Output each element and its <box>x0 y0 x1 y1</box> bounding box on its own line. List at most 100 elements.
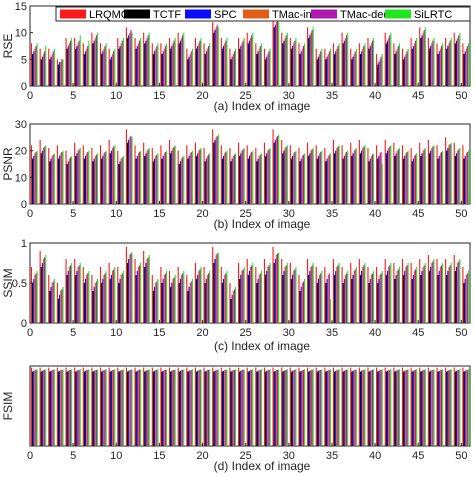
bar-tmac-inc-22 <box>215 370 217 446</box>
bar-lrqmc-12 <box>125 247 127 323</box>
bar-tmac-dec-34 <box>320 51 322 86</box>
bar-tctf-42 <box>385 153 387 204</box>
bar-lrqmc-21 <box>203 267 205 323</box>
bar-tmac-dec-38 <box>354 51 356 86</box>
bar-silrtc-23 <box>226 369 228 446</box>
bar-lrqmc-18 <box>177 367 179 446</box>
bar-tmac-inc-30 <box>284 148 286 204</box>
bar-spc-36 <box>335 150 337 204</box>
bar-tmac-dec-28 <box>268 149 270 204</box>
bar-silrtc-4 <box>62 59 64 86</box>
x-tick-label: 0 <box>27 90 33 102</box>
bar-tctf-39 <box>359 275 362 323</box>
bar-tmac-inc-26 <box>250 38 252 86</box>
bar-lrqmc-45 <box>410 148 412 204</box>
bar-silrtc-35 <box>329 48 332 86</box>
bar-tmac-inc-30 <box>284 370 286 446</box>
bar-spc-26 <box>248 370 250 446</box>
bar-spc-15 <box>153 158 156 204</box>
bar-tmac-dec-18 <box>182 157 184 204</box>
bar-tmac-inc-24 <box>232 291 234 323</box>
bar-tctf-47 <box>428 371 431 446</box>
bar-silrtc-42 <box>390 32 392 86</box>
x-tick-label: 5 <box>70 90 76 102</box>
bar-spc-5 <box>67 271 69 323</box>
bar-tmac-dec-44 <box>406 370 408 446</box>
bar-tmac-inc-15 <box>155 48 157 86</box>
bar-spc-2 <box>41 56 43 86</box>
bar-tmac-inc-51 <box>465 275 467 323</box>
bar-silrtc-1 <box>36 43 38 86</box>
bar-tmac-dec-22 <box>216 136 218 204</box>
bar-spc-30 <box>283 150 285 204</box>
bar-spc-21 <box>205 51 207 86</box>
bar-silrtc-19 <box>191 150 193 204</box>
bar-lrqmc-4 <box>56 367 58 446</box>
bar-tmac-dec-19 <box>190 152 192 204</box>
panel-caption: (b) Index of image <box>214 217 311 231</box>
x-tick-label: 50 <box>455 327 467 339</box>
bar-tmac-dec-49 <box>449 265 451 323</box>
bar-lrqmc-18 <box>177 267 179 323</box>
bar-tmac-dec-1 <box>35 370 37 446</box>
bar-tctf-40 <box>368 371 370 446</box>
bar-tctf-14 <box>144 267 146 323</box>
bar-tmac-inc-12 <box>129 255 131 323</box>
bar-silrtc-40 <box>373 153 375 204</box>
bar-lrqmc-43 <box>393 142 395 204</box>
bar-lrqmc-47 <box>427 367 429 446</box>
bar-spc-14 <box>145 40 147 86</box>
bar-silrtc-8 <box>96 32 99 86</box>
bar-spc-32 <box>300 51 302 86</box>
bar-tctf-48 <box>437 275 439 323</box>
bar-silrtc-37 <box>347 150 349 204</box>
bar-spc-35 <box>326 158 328 204</box>
bar-lrqmc-19 <box>186 145 188 204</box>
bar-lrqmc-27 <box>255 148 257 204</box>
bar-tmac-inc-46 <box>422 370 424 446</box>
bar-tmac-dec-10 <box>113 51 115 86</box>
x-tick-label: 40 <box>369 327 381 339</box>
bar-tmac-dec-39 <box>363 370 365 446</box>
bar-tmac-inc-24 <box>232 370 234 446</box>
bar-tctf-47 <box>428 271 431 323</box>
bar-spc-23 <box>223 156 225 204</box>
bar-tctf-22 <box>213 263 215 323</box>
bar-tmac-inc-2 <box>42 259 45 323</box>
bar-silrtc-51 <box>467 150 470 204</box>
bar-tmac-inc-41 <box>379 59 381 86</box>
bar-silrtc-24 <box>234 369 237 446</box>
bar-tctf-18 <box>178 43 180 86</box>
bar-tmac-inc-32 <box>301 156 303 204</box>
bar-lrqmc-29 <box>272 16 274 87</box>
bar-tmac-inc-12 <box>129 137 131 204</box>
bar-tmac-dec-5 <box>69 370 72 446</box>
bar-lrqmc-26 <box>246 367 248 446</box>
bar-tmac-dec-46 <box>423 30 425 86</box>
bar-tmac-inc-4 <box>60 291 62 323</box>
bar-tmac-dec-46 <box>423 370 425 446</box>
bar-tmac-dec-2 <box>44 257 46 323</box>
bar-silrtc-36 <box>338 43 340 86</box>
bar-spc-29 <box>274 24 276 87</box>
bar-tctf-45 <box>411 371 413 446</box>
bar-lrqmc-51 <box>462 43 464 86</box>
bar-tctf-20 <box>195 371 198 446</box>
bar-lrqmc-17 <box>168 38 171 86</box>
bar-tctf-36 <box>334 371 336 446</box>
y-axis-label: PSNR <box>1 147 15 181</box>
bar-tctf-38 <box>351 279 353 323</box>
bar-silrtc-38 <box>355 267 357 323</box>
bar-tmac-dec-10 <box>113 146 115 204</box>
bar-lrqmc-13 <box>134 367 136 446</box>
bar-tmac-inc-25 <box>241 370 243 446</box>
bar-tmac-inc-38 <box>353 54 355 86</box>
legend-label-tctf: TCTF <box>153 9 181 21</box>
bar-tctf-43 <box>394 279 396 323</box>
bar-lrqmc-28 <box>263 48 266 86</box>
bar-spc-32 <box>300 158 302 204</box>
bar-tctf-17 <box>170 153 172 204</box>
bar-tmac-dec-35 <box>328 51 330 86</box>
bar-tctf-8 <box>92 371 94 446</box>
bar-lrqmc-3 <box>48 148 50 204</box>
